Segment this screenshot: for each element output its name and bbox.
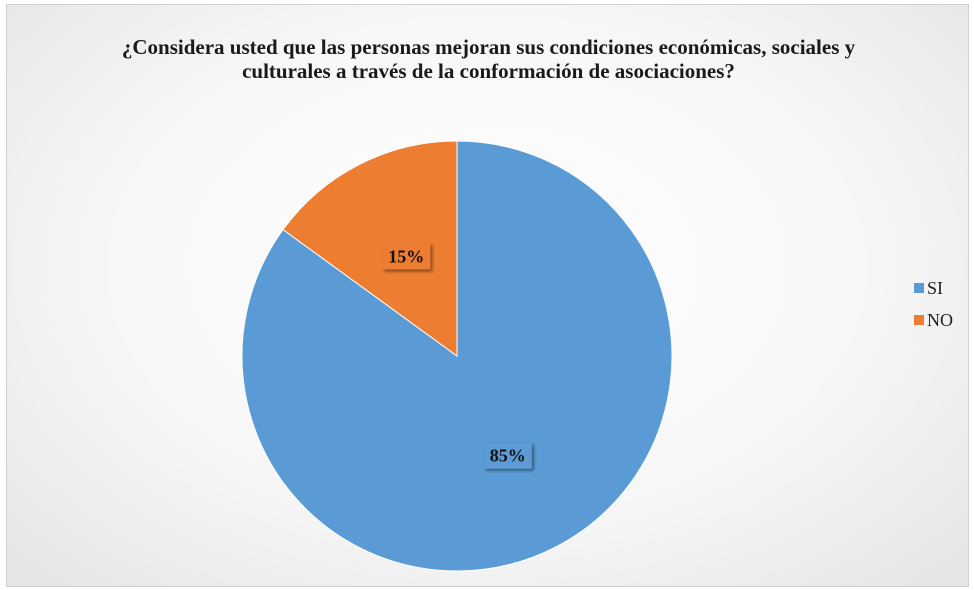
legend-swatch (914, 283, 924, 293)
legend-label: SI (927, 277, 944, 298)
legend: SI NO (914, 272, 953, 336)
data-label-si: 85% (483, 442, 532, 469)
legend-label: NO (927, 309, 953, 330)
data-label-no: 15% (382, 243, 431, 270)
pie-chart: 85% 15% (241, 140, 673, 572)
legend-item-no: NO (914, 304, 953, 336)
legend-swatch (914, 315, 924, 325)
legend-item-si: SI (914, 272, 953, 304)
chart-title: ¿Considera usted que las personas mejora… (121, 35, 856, 83)
svg-text:15%: 15% (388, 246, 424, 266)
pie-slice-no (282, 140, 458, 357)
chart-area: ¿Considera usted que las personas mejora… (6, 4, 969, 587)
svg-text:85%: 85% (490, 446, 526, 466)
